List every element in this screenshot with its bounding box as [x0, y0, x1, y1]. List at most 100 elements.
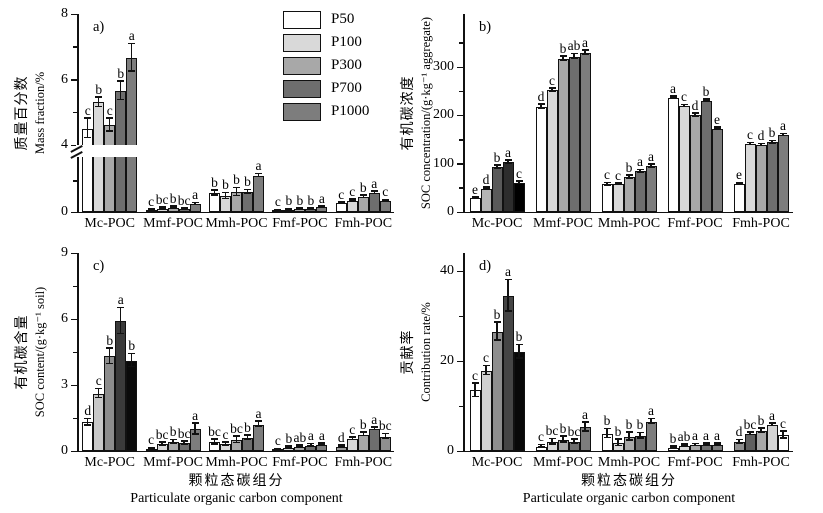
panel-c: 0 3 6 9 c) 有机碳含量 SOC content/(g·kg⁻¹ soil) Mc-P… — [15, 245, 395, 506]
error-bar-cap-top — [233, 435, 240, 437]
bar-b-Fmh-POC-P50 — [733, 184, 745, 212]
error-bar-cap-bottom — [625, 177, 633, 179]
error-bar — [235, 188, 238, 197]
error-bar-cap-bottom — [669, 97, 677, 99]
error-bar-cap-bottom — [222, 197, 229, 200]
bar-a-Mc-POC-P50 — [82, 128, 94, 212]
error-bar — [108, 348, 111, 365]
error-bar-cap-top — [147, 208, 155, 210]
error-bar-cap-top — [348, 436, 356, 438]
bar-a-Mc-POC-P1000 — [126, 58, 138, 212]
y-axis-title-text: 有机碳浓度 SOC concentration/(g·kg⁻¹ aggregate… — [400, 14, 434, 212]
sig-letter: c — [349, 421, 356, 437]
error-bar-cap-top — [504, 159, 512, 161]
error-bar-cap-top — [158, 441, 166, 443]
bar-b-Fmh-POC-P300 — [755, 145, 767, 212]
bar-c-Mc-POC-P50 — [82, 422, 94, 451]
error-bar-cap-bottom — [548, 90, 556, 92]
bar-a-Mc-POC-P100 — [93, 102, 105, 212]
y-major-tick — [71, 13, 77, 15]
sig-letter: b — [359, 416, 367, 432]
error-bar-cap-bottom — [307, 445, 315, 447]
sig-letter: b — [702, 83, 710, 99]
category-label: Fmh-POC — [732, 455, 790, 470]
category-label: Fmf-POC — [272, 455, 328, 470]
legend-label: P300 — [331, 57, 362, 73]
error-bar — [97, 389, 100, 399]
error-bar-cap-bottom — [603, 184, 611, 186]
sig-letter: e — [736, 167, 742, 183]
sig-letter: b — [233, 172, 240, 188]
error-bar-cap-bottom — [244, 192, 251, 195]
x-axis-line — [77, 450, 394, 452]
error-bar-cap-bottom — [158, 444, 166, 446]
error-bar-cap-top — [570, 438, 578, 440]
y-axis-title-en: Mass fraction/% — [33, 71, 47, 155]
y-minor-tick — [459, 315, 463, 317]
error-bar-cap-bottom — [669, 447, 677, 449]
error-bar — [224, 442, 227, 447]
error-bar — [507, 280, 509, 312]
error-bar-cap-bottom — [337, 202, 345, 205]
category-label: Mmf-POC — [533, 216, 593, 231]
y-major-tick — [71, 384, 77, 386]
error-bar-cap-bottom — [169, 442, 177, 444]
bar-d-Mc-POC-P300 — [491, 331, 503, 451]
bar-a-Fmh-POC-P1000 — [379, 201, 391, 212]
error-bar-cap-bottom — [285, 447, 293, 449]
error-bar-cap-top — [359, 431, 367, 433]
error-bar-cap-top — [307, 207, 315, 209]
error-bar-cap-top — [471, 382, 479, 384]
y-axis-title: 贡献率 Contribution rate/% — [400, 253, 438, 451]
legend-item: P300 — [283, 56, 369, 75]
sig-letter: a — [670, 80, 676, 96]
sig-letter: b — [625, 159, 633, 175]
error-bar — [86, 118, 89, 139]
legend-swatch — [283, 102, 321, 121]
error-bar-cap-bottom — [255, 425, 262, 428]
sig-letter: c — [604, 167, 610, 183]
y-tick-label: 6 — [61, 311, 68, 326]
legend-swatch — [283, 56, 321, 75]
sig-letter: e — [472, 181, 478, 197]
error-bar-cap-top — [285, 207, 293, 210]
y-major-tick — [457, 450, 463, 452]
error-bar-cap-bottom — [285, 208, 293, 211]
error-bar-cap-top — [255, 420, 262, 422]
error-bar-cap-top — [471, 196, 479, 198]
error-bar-cap-top — [647, 163, 655, 165]
bar-b-Mmh-POC-P300 — [623, 177, 635, 212]
error-bar — [384, 434, 387, 440]
sig-letter: a — [505, 144, 511, 160]
error-bar-cap-bottom — [169, 206, 177, 209]
error-bar-cap-bottom — [222, 444, 229, 447]
error-bar — [183, 441, 185, 446]
error-bar-cap-top — [296, 444, 304, 446]
sig-letter: b — [117, 65, 125, 81]
error-bar-cap-top — [244, 188, 251, 191]
x-axis-line — [463, 450, 793, 452]
error-bar-cap-bottom — [255, 175, 262, 178]
error-bar — [97, 97, 100, 108]
y-axis-title-en: Contribution rate/% — [419, 302, 433, 402]
sig-letter: a — [582, 406, 588, 422]
sig-letter: b — [106, 332, 114, 348]
error-bar — [246, 190, 249, 195]
y-major-tick — [71, 144, 77, 146]
sig-letter: b — [359, 179, 367, 195]
sig-letter: a — [648, 403, 654, 419]
sig-letter: b — [285, 193, 293, 209]
y-minor-tick — [73, 46, 77, 48]
error-bar-cap-bottom — [647, 422, 655, 425]
panel-tag: a) — [93, 19, 105, 35]
error-bar-cap-bottom — [779, 134, 787, 137]
bar-b-Mmh-POC-P50 — [601, 184, 613, 212]
error-bar-cap-top — [95, 387, 103, 390]
error-bar-cap-bottom — [757, 144, 765, 147]
error-bar-cap-top — [691, 442, 699, 445]
bar-a-Fmf-POC-P1000 — [316, 207, 328, 212]
panel-tag: d) — [479, 258, 492, 274]
error-bar-cap-bottom — [581, 53, 589, 55]
error-bar — [639, 433, 641, 439]
error-bar-cap-top — [713, 442, 721, 444]
